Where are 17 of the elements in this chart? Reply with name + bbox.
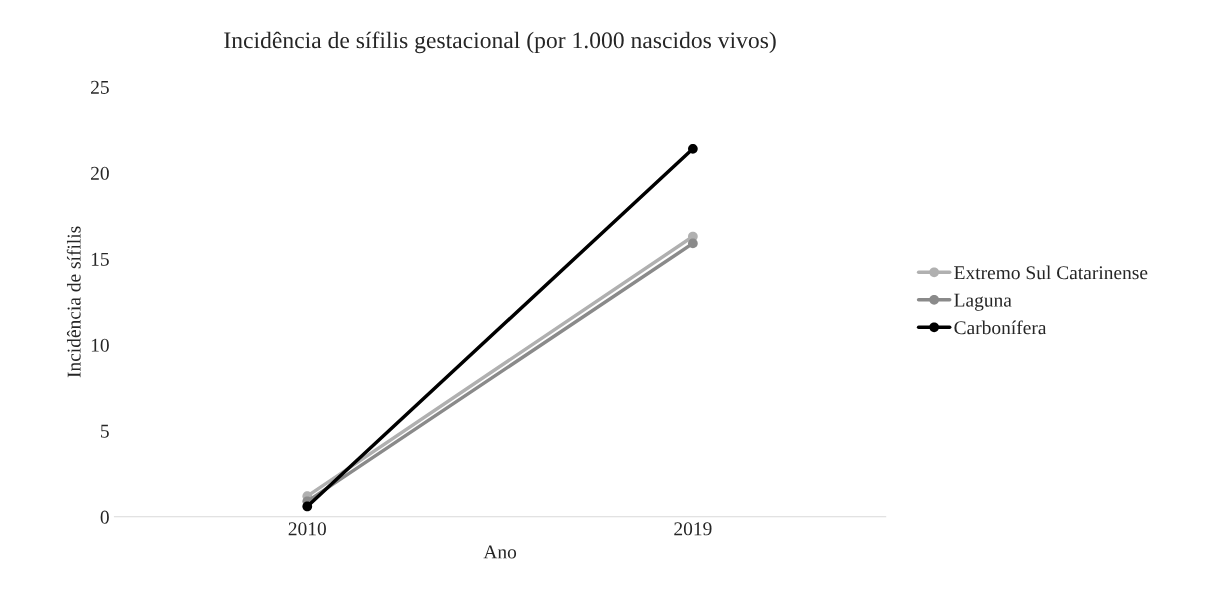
y-tick-label: 10 xyxy=(91,338,109,352)
legend-label: Laguna xyxy=(954,293,1012,311)
x-axis-title: Ano xyxy=(483,545,517,559)
chart-title: Incidência de sífilis gestacional (por 1.000 nascidos vivos) xyxy=(224,31,776,54)
legend-label: Carbonífera xyxy=(954,320,1047,335)
y-tick-label: 0 xyxy=(100,510,109,524)
point xyxy=(688,238,698,249)
point xyxy=(302,501,313,512)
y-tick-label: 25 xyxy=(91,80,109,94)
y-tick-label: 20 xyxy=(91,166,109,180)
y-axis-title: Incidência de sífilis xyxy=(66,226,81,378)
y-tick-label: 15 xyxy=(91,252,109,266)
legend-label: Extremo Sul Catarinense xyxy=(954,265,1148,280)
y-tick-label: 5 xyxy=(101,424,109,438)
x-tick-label: 2010 xyxy=(288,522,326,536)
point xyxy=(688,143,698,154)
x-tick-label: 2019 xyxy=(674,522,712,536)
